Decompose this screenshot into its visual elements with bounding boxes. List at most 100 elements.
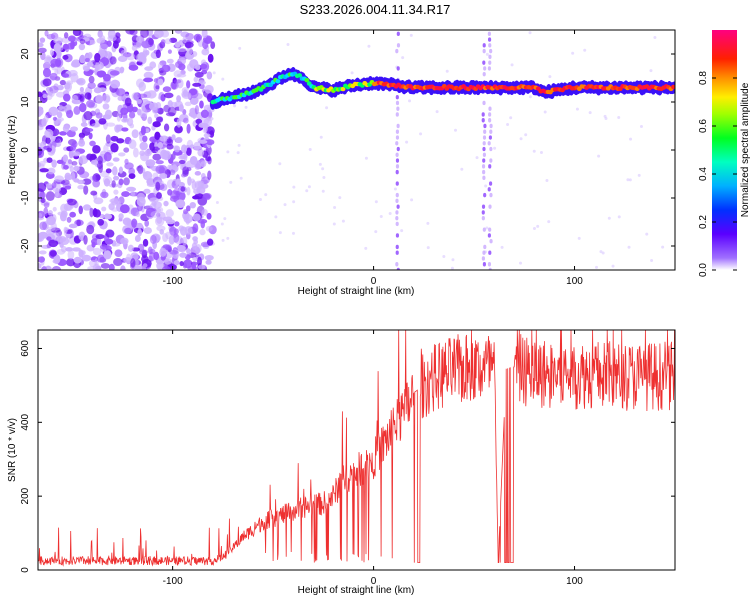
heatmap-noise-cell (143, 227, 152, 235)
heatmap-artifact-cell (487, 66, 491, 71)
heatmap-noise-cell (174, 125, 183, 134)
heatmap-noise-cell (179, 252, 187, 258)
snr-ticks: -100 0 100 0 200 400 600 (20, 330, 675, 587)
heatmap-artifact-cell (488, 204, 492, 209)
heatmap-faint-cell (588, 111, 592, 115)
heatmap-noise-cell (140, 125, 146, 136)
heatmap-noise-cell (156, 192, 162, 199)
heatmap-noise-cell (149, 234, 157, 244)
heatmap-faint-cell (388, 212, 392, 216)
heatmap-noise-cell (136, 35, 142, 43)
heatmap-noise-cell (176, 95, 182, 103)
heatmap-noise-cell (163, 123, 170, 132)
heatmap-faint-cell (283, 203, 287, 207)
heatmap-noise-cell (128, 139, 137, 150)
heatmap-noise-cell (205, 139, 215, 146)
heatmap-artifact-cell (395, 129, 400, 134)
heatmap-faint-cell (322, 175, 326, 179)
heatmap-noise-cell (84, 57, 91, 63)
colorbar: 0.0 0.2 0.4 0.6 0.8 Normalized spectral ampl… (698, 30, 750, 277)
heatmap-noise-cell (182, 259, 193, 269)
heatmap-noise-cell (137, 93, 148, 99)
heatmap-noise-cell (63, 164, 69, 170)
heatmap-faint-cell (539, 151, 543, 155)
heatmap-artifact-cell (488, 267, 492, 270)
heatmap-noise-cell (161, 64, 171, 73)
heatmap-faint-cell (233, 104, 237, 108)
heatmap-noise-cell (52, 232, 60, 241)
heatmap-noise-cell (197, 256, 202, 267)
heatmap-faint-cell (408, 99, 412, 103)
y-tick-label: 0 (20, 567, 31, 573)
heatmap-noise-cell (73, 106, 81, 115)
heatmap-noise-cell (173, 228, 179, 235)
heatmap-noise-cell (78, 205, 83, 215)
heatmap-noise-cell (113, 257, 123, 267)
heatmap-artifact-cell (488, 43, 492, 48)
heatmap-faint-cell (236, 151, 240, 155)
heatmap-noise-cell (38, 146, 43, 156)
heatmap-noise-cell (201, 48, 210, 56)
heatmap-noise-cell (107, 35, 117, 42)
heatmap-noise-cell (114, 249, 123, 257)
heatmap-faint-cell (599, 250, 603, 254)
heatmap-noise-cell (96, 254, 106, 263)
heatmap-noise-cell (52, 206, 57, 212)
heatmap-noise-cell (104, 213, 110, 220)
heatmap-noise-cell (83, 234, 88, 245)
heatmap-faint-cell (519, 137, 523, 141)
heatmap-noise-cell (159, 172, 168, 179)
heatmap-noise-cell (78, 139, 86, 147)
heatmap-noise-cell (59, 79, 66, 86)
heatmap-faint-cell (244, 105, 248, 109)
heatmap-noise-cell (182, 36, 187, 44)
heatmap-noise-cell (45, 191, 55, 202)
heatmap-artifact-cell (481, 204, 486, 209)
heatmap-noise-cell (204, 254, 214, 261)
heatmap-artifact-cell (481, 118, 485, 123)
heatmap-artifact-cell (395, 169, 399, 175)
heatmap-noise-cell (39, 168, 49, 173)
heatmap-noise-cell (169, 169, 176, 176)
heatmap-faint-cell (617, 115, 621, 119)
heatmap-noise-cell (54, 175, 64, 183)
heatmap-noise-cell (192, 195, 200, 200)
heatmap-noise-cell (62, 124, 70, 133)
heatmap-noise-cell (117, 55, 128, 62)
heatmap-noise-cell (126, 186, 137, 192)
heatmap-noise-cell (71, 150, 76, 157)
heatmap-noise-cell (65, 247, 73, 252)
heatmap-faint-cell (221, 77, 225, 81)
heatmap-artifact-cell (482, 48, 486, 54)
snr-series-line (38, 330, 675, 567)
heatmap-faint-cell (532, 227, 536, 231)
heatmap-noise-cell (100, 263, 111, 269)
heatmap-track-core (670, 84, 675, 90)
heatmap-noise-cell (112, 157, 120, 162)
heatmap-track-core (340, 86, 346, 92)
heatmap-noise-cell (124, 158, 129, 165)
heatmap-noise-cell (67, 159, 73, 165)
heatmap-faint-cell (308, 147, 312, 151)
heatmap-faint-cell (400, 229, 404, 233)
heatmap-noise-cell (113, 189, 119, 195)
heatmap-noise-cell (43, 202, 50, 208)
heatmap-noise-cell (198, 139, 208, 144)
heatmap-noise-cell (53, 43, 61, 53)
heatmap-noise-cell (175, 178, 180, 186)
heatmap-noise-cell (187, 176, 192, 186)
heatmap-noise-cell (79, 54, 86, 64)
heatmap-faint-cell (319, 135, 323, 139)
heatmap-artifact-cell (487, 262, 492, 267)
heatmap-artifact-cell (482, 169, 486, 175)
heatmap-faint-cell (603, 114, 607, 118)
heatmap-noise-cell (38, 182, 47, 193)
heatmap-noise-cell (38, 106, 44, 116)
heatmap-noise-cell (60, 245, 67, 253)
heatmap-noise-cell (67, 250, 75, 260)
heatmap-noise-cell (137, 164, 144, 175)
heatmap-cells (38, 30, 675, 270)
figure-title: S233.2026.004.11.34.R17 (300, 2, 451, 17)
heatmap-noise-cell (41, 265, 47, 270)
heatmap-noise-cell (191, 261, 197, 270)
